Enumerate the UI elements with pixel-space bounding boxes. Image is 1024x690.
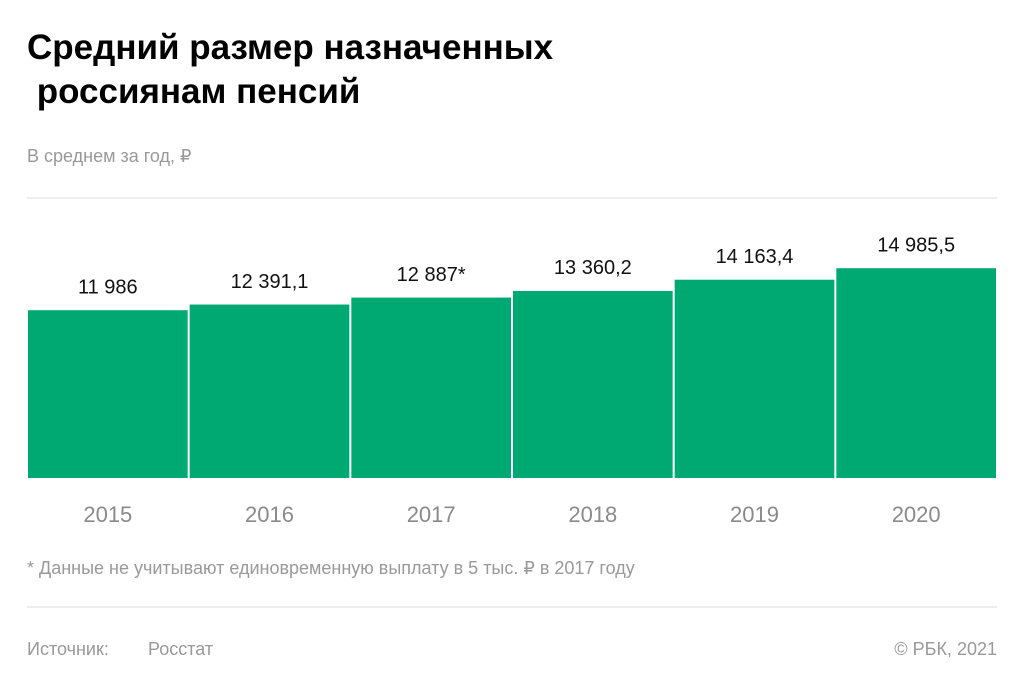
- copyright: © РБК, 2021: [894, 639, 997, 659]
- bar: [28, 310, 188, 478]
- x-tick-label: 2015: [83, 502, 132, 527]
- value-label: 14 163,4: [716, 246, 794, 268]
- value-label: 14 985,5: [877, 234, 955, 256]
- x-tick-label: 2018: [568, 502, 617, 527]
- value-label: 12 887*: [397, 264, 466, 286]
- chart-title: Средний размер назначенных россиянам пен…: [27, 28, 554, 111]
- value-label: 13 360,2: [554, 257, 632, 279]
- bar: [836, 268, 996, 478]
- source: Росстат: [148, 639, 213, 659]
- x-tick-label: 2017: [407, 502, 456, 527]
- value-label: 11 986: [78, 276, 138, 298]
- bar: [189, 304, 350, 478]
- bar: [513, 290, 673, 478]
- value-label: 12 391,1: [231, 271, 309, 293]
- x-tick-label: 2016: [245, 502, 294, 527]
- footnote: * Данные не учитывают единовременную вып…: [27, 558, 635, 578]
- x-tick-label: 2019: [730, 502, 779, 527]
- bar: [351, 297, 511, 478]
- bar: [674, 279, 835, 478]
- chart-subtitle: В среднем за год, ₽: [27, 146, 191, 166]
- title-line: Средний размер назначенных: [27, 28, 554, 67]
- source-label: Источник:: [27, 639, 109, 659]
- x-tick-label: 2020: [892, 502, 941, 527]
- title-line: россиянам пенсий: [27, 72, 360, 111]
